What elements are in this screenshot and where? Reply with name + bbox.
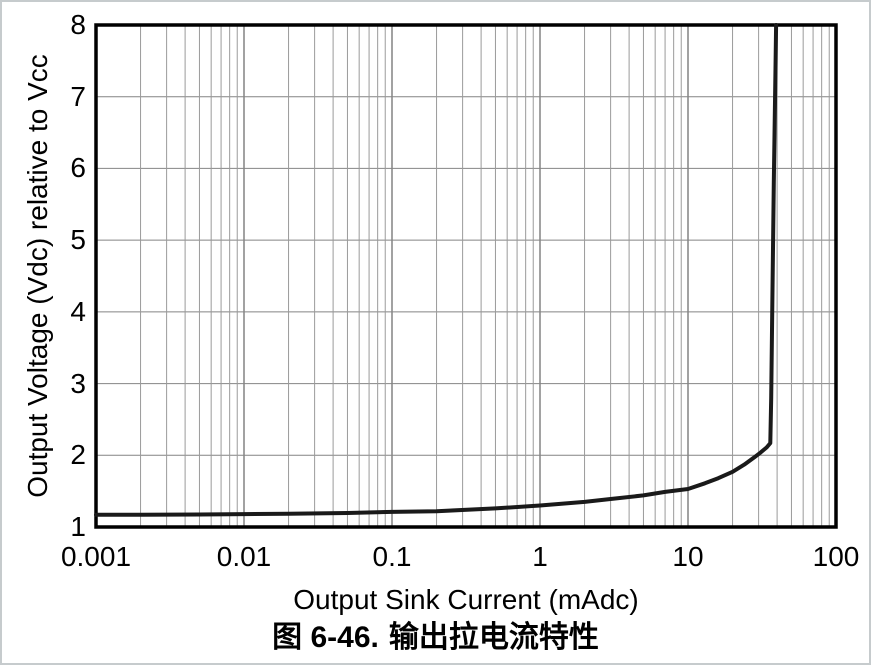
x-tick-label: 10 [672, 541, 704, 572]
figure-title: 输出拉电流特性 [388, 621, 599, 654]
series-curve [94, 23, 779, 517]
y-axis-title: Output Voltage (Vdc) relative to Vcc [22, 54, 53, 498]
x-tick-label: 0.001 [60, 541, 132, 572]
y-tick-label: 6 [70, 152, 86, 184]
plot-frame [94, 23, 838, 529]
figure-caption: 图 6-46. 输出拉电流特性 [2, 619, 869, 657]
y-tick-label: 8 [70, 9, 86, 40]
x-axis-title: Output Sink Current (mAdc) [293, 584, 639, 615]
y-tick-label: 2 [70, 439, 86, 471]
y-tick-label: 7 [70, 80, 86, 112]
x-tick-label: 100 [812, 541, 860, 572]
figure-label: 图 6-46. [272, 621, 379, 654]
y-tick-label: 3 [70, 367, 86, 399]
x-tick-label: 1 [532, 541, 548, 572]
x-tick-label: 0.1 [372, 541, 412, 572]
y-tick-label: 4 [70, 295, 86, 327]
x-tick-label: 0.01 [216, 541, 272, 572]
y-tick-label: 1 [70, 511, 86, 542]
y-tick-label: 5 [70, 224, 86, 256]
